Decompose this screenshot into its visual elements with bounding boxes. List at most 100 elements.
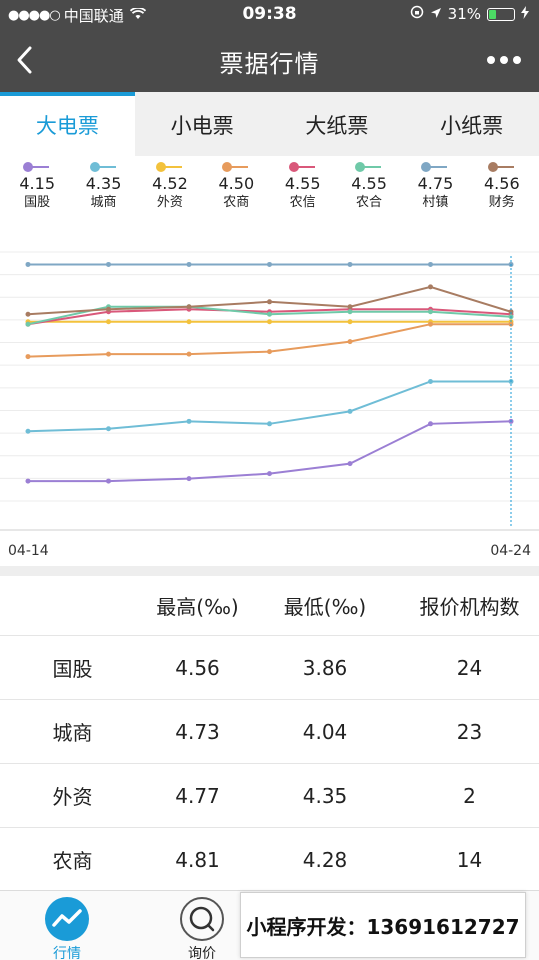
data-point <box>428 421 433 427</box>
chart-legend: 4.15 国股 4.35 城商 4.52 外资 4.50 农商 4.55 农信 … <box>0 158 539 224</box>
tab-large-electronic[interactable]: 大电票 <box>0 92 135 156</box>
bank-type: 外资 <box>52 785 93 809</box>
legend-name: 国股 <box>24 195 51 210</box>
legend-line-marker-icon <box>206 158 266 174</box>
clock: 09:38 <box>242 4 297 24</box>
legend-name: 外资 <box>156 195 183 210</box>
battery-percent: 31% <box>447 5 481 23</box>
more-menu-icon[interactable] <box>482 56 521 64</box>
data-point <box>106 351 111 357</box>
legend-line-marker-icon <box>140 158 200 174</box>
legend-name: 农合 <box>356 195 383 210</box>
table-header-row: 最高(‰) 最低(‰) 报价机构数 <box>0 576 539 636</box>
legend-value: 4.15 <box>19 174 55 193</box>
page-title: 票据行情 <box>219 50 320 78</box>
bank-type: 国股 <box>52 657 93 681</box>
data-point <box>25 311 31 317</box>
data-point <box>186 351 192 357</box>
battery-icon <box>487 7 515 21</box>
data-point <box>267 299 272 305</box>
data-point <box>106 306 111 312</box>
max-rate: 4.81 <box>175 847 220 872</box>
data-point <box>25 354 31 360</box>
data-point <box>106 261 111 267</box>
legend-item[interactable]: 4.55 农合 <box>339 158 399 224</box>
data-point <box>186 261 192 267</box>
table-row[interactable]: 国股 4.56 3.86 24 <box>0 636 539 700</box>
data-point <box>267 311 272 317</box>
data-point <box>25 261 31 267</box>
location-arrow-icon <box>430 5 442 23</box>
data-point <box>106 478 111 484</box>
legend-value: 4.56 <box>484 174 520 193</box>
data-point <box>267 349 272 355</box>
min-rate: 3.86 <box>302 655 348 680</box>
data-point <box>267 421 272 427</box>
chart-grid <box>0 251 539 502</box>
data-point <box>25 428 31 434</box>
legend-item[interactable]: 4.35 城商 <box>74 158 134 224</box>
min-rate: 4.28 <box>302 847 348 872</box>
data-point <box>347 309 353 315</box>
data-point <box>347 461 353 467</box>
data-point <box>186 319 192 325</box>
legend-value: 4.50 <box>218 174 255 193</box>
tabbar-label: 行情 <box>53 946 81 960</box>
tab-small-paper[interactable]: 小纸票 <box>440 114 504 138</box>
legend-value: 4.55 <box>284 174 321 193</box>
legend-line-marker-icon <box>339 158 399 174</box>
data-point <box>25 321 31 327</box>
quote-count: 2 <box>463 783 476 808</box>
legend-item[interactable]: 4.75 村镇 <box>405 158 465 224</box>
tabbar-item-inquiry[interactable]: 询价 <box>167 897 237 960</box>
rate-summary-table: 最高(‰) 最低(‰) 报价机构数 国股 4.56 3.86 24 城商 4.7… <box>0 576 539 892</box>
legend-item[interactable]: 4.50 农商 <box>206 158 266 224</box>
bank-type: 城商 <box>52 721 93 745</box>
tabbar-label: 询价 <box>188 946 216 960</box>
legend-value: 4.35 <box>85 174 122 193</box>
header-quote-count: 报价机构数 <box>419 595 520 619</box>
data-point <box>428 309 433 315</box>
tabbar-item-market[interactable]: 行情 <box>32 897 102 960</box>
legend-name: 城商 <box>90 195 117 210</box>
data-point <box>267 261 272 267</box>
data-point <box>428 321 433 327</box>
data-point <box>106 426 111 432</box>
status-bar: ●●●●○ 中国联通 09:38 31% <box>0 0 539 30</box>
tab-large-paper[interactable]: 大纸票 <box>305 114 369 138</box>
quote-count: 14 <box>456 847 483 872</box>
data-point <box>106 319 111 325</box>
chart-series <box>25 261 514 484</box>
rate-trend-line-chart[interactable]: 04-14 04-24 <box>0 230 539 566</box>
max-rate: 4.56 <box>175 655 220 680</box>
data-point <box>508 309 514 315</box>
data-point <box>186 418 192 424</box>
legend-item[interactable]: 4.15 国股 <box>7 158 67 224</box>
legend-item[interactable]: 4.55 农信 <box>273 158 333 224</box>
table-row[interactable]: 城商 4.73 4.04 23 <box>0 700 539 764</box>
legend-name: 财务 <box>488 195 515 210</box>
quote-count: 24 <box>456 655 483 680</box>
legend-line-marker-icon <box>472 158 532 174</box>
section-divider <box>0 566 539 576</box>
quote-count: 23 <box>456 719 483 744</box>
back-button[interactable] <box>12 42 42 78</box>
navigation-bar: 票据行情 <box>0 30 539 92</box>
legend-name: 村镇 <box>422 195 449 210</box>
legend-item[interactable]: 4.56 财务 <box>472 158 532 224</box>
data-point <box>25 478 31 484</box>
data-point <box>347 319 353 325</box>
table-row[interactable]: 农商 4.81 4.28 14 <box>0 828 539 892</box>
legend-name: 农商 <box>223 195 250 210</box>
table-row[interactable]: 外资 4.77 4.35 2 <box>0 764 539 828</box>
legend-item[interactable]: 4.52 外资 <box>140 158 200 224</box>
carrier-name: 中国联通 <box>63 7 124 25</box>
data-point <box>347 261 353 267</box>
wifi-icon <box>129 6 146 24</box>
data-point <box>267 471 272 477</box>
bank-type: 农商 <box>52 849 93 873</box>
tab-small-electronic[interactable]: 小电票 <box>170 114 234 138</box>
data-point <box>428 378 433 384</box>
min-rate: 4.04 <box>302 719 348 744</box>
trend-chart-icon <box>45 897 89 941</box>
